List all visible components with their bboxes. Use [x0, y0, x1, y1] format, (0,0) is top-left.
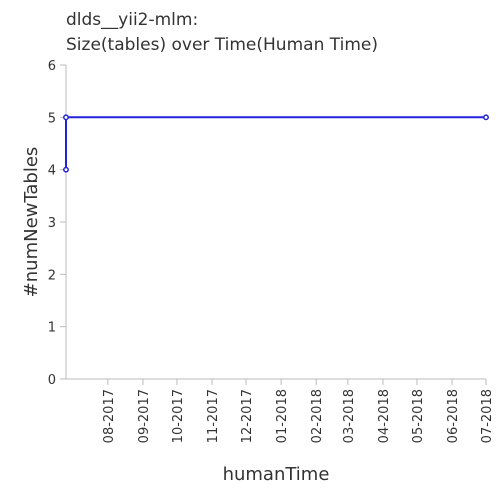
y-tick-label: 6	[48, 59, 56, 74]
data-point	[63, 114, 69, 121]
x-tick-label: 11-2017	[206, 389, 221, 443]
x-tick-label: 08-2017	[102, 389, 117, 443]
x-tick-label: 10-2017	[171, 389, 186, 443]
y-tick-label: 0	[48, 373, 56, 388]
x-tick-label: 04-2018	[377, 389, 392, 443]
x-tick-label: 12-2017	[240, 389, 255, 443]
y-tick-label: 2	[48, 268, 56, 283]
series-line	[65, 116, 486, 170]
x-axis: 08-2017 09-2017 10-2017 11-2017 12-2017 01-20…	[66, 378, 495, 443]
data-point	[483, 114, 489, 121]
x-axis-title: humanTime	[223, 464, 330, 485]
x-tick-label: 01-2018	[275, 389, 290, 443]
plot-series	[63, 114, 489, 173]
y-tick-label: 5	[48, 111, 56, 126]
x-tick-label: 03-2018	[342, 389, 357, 443]
chart-title-line-1: dlds__yii2-mlm:	[66, 10, 198, 30]
x-tick-label: 07-2018	[480, 389, 495, 443]
chart-title-line-2: Size(tables) over Time(Human Time)	[66, 35, 378, 55]
x-tick-label: 06-2018	[446, 389, 461, 443]
y-axis-title: #numNewTables	[21, 147, 42, 298]
data-point	[63, 166, 69, 173]
x-tick-label: 02-2018	[310, 389, 325, 443]
x-tick-label: 05-2018	[411, 389, 426, 443]
x-tick-label: 09-2017	[137, 389, 152, 443]
y-tick-label: 4	[48, 164, 56, 179]
y-tick-label: 1	[48, 321, 56, 336]
y-axis: 0 1 2 3 4 5 6	[48, 59, 67, 388]
y-tick-label: 3	[48, 216, 56, 231]
